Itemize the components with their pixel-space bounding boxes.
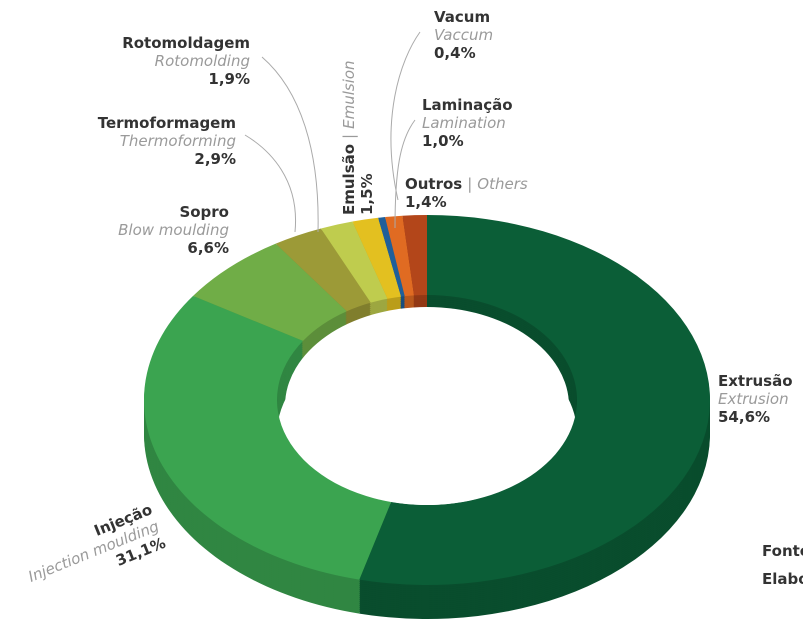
category-label: Extrusão [718, 372, 793, 390]
label: Emulsão | Emulsion 1,5% [340, 60, 376, 215]
leader-line [244, 134, 297, 233]
category-label: Emulsão [340, 144, 358, 215]
category-label: Outros | Others [405, 175, 528, 193]
translation-label: Emulsion [340, 60, 358, 128]
value-label: 1,4% [405, 193, 447, 211]
separator: | [467, 175, 472, 193]
hole [285, 307, 569, 505]
leader-line [390, 31, 421, 201]
slice [144, 295, 392, 580]
slice [320, 221, 388, 303]
category-label: Termoformagem [98, 114, 236, 132]
slice [385, 215, 415, 297]
slice [402, 215, 427, 296]
footer-text: Elabo [762, 570, 803, 588]
leader-line [261, 56, 319, 233]
value-label: 6,6% [187, 239, 229, 257]
slice [352, 217, 402, 299]
value-label: 1,9% [208, 70, 250, 88]
translation-label: Thermoforming [120, 132, 236, 150]
translation-label: Extrusion [718, 390, 789, 408]
leader-line [394, 119, 416, 229]
translation-label: Vaccum [434, 26, 493, 44]
category-label: Emulsão | Emulsion [340, 60, 358, 215]
value-label: 2,9% [194, 150, 236, 168]
category-label: Laminação [422, 96, 513, 114]
category-label: Rotomoldagem [122, 34, 250, 52]
translation-label: Rotomolding [155, 52, 250, 70]
translation-label: Lamination [422, 114, 506, 132]
value-label: 0,4% [434, 44, 476, 62]
category-label: Vacum [434, 8, 490, 26]
value-label: 54,6% [718, 408, 770, 426]
separator: | [340, 134, 358, 139]
translation-label: Blow moulding [118, 221, 229, 239]
value-label: 1,0% [422, 132, 464, 150]
category-label: Outros [405, 175, 462, 193]
slice [193, 243, 347, 341]
translation-label: Others [477, 175, 528, 193]
footer-text: Fonte [762, 542, 803, 560]
value-label: 1,5% [358, 173, 376, 215]
category-label: Sopro [179, 203, 229, 221]
slice [359, 215, 711, 585]
slice [275, 228, 371, 312]
slice [378, 217, 405, 297]
